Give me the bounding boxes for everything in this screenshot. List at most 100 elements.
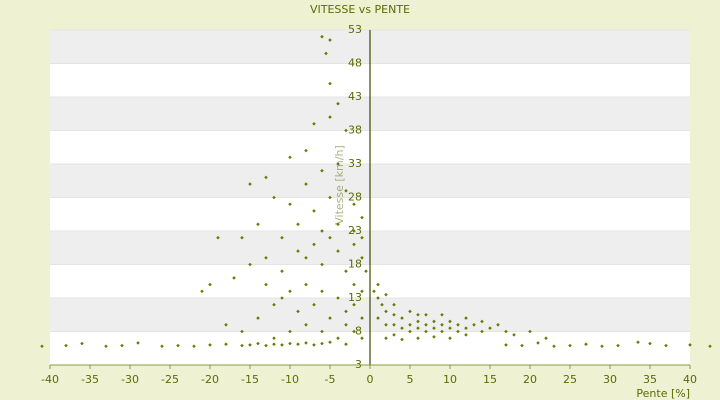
y-tick-label: 28 bbox=[348, 191, 362, 204]
point bbox=[424, 323, 428, 327]
point bbox=[416, 319, 420, 324]
point bbox=[504, 343, 508, 347]
x-tick-label: -35 bbox=[81, 373, 99, 386]
point bbox=[384, 309, 388, 314]
point bbox=[472, 323, 476, 327]
point bbox=[264, 175, 268, 180]
point bbox=[288, 202, 292, 206]
point bbox=[448, 326, 452, 330]
point bbox=[256, 316, 260, 320]
point bbox=[392, 312, 396, 317]
point bbox=[432, 335, 436, 339]
point bbox=[328, 195, 332, 200]
x-tick-label: -25 bbox=[161, 373, 179, 386]
point bbox=[456, 329, 460, 334]
x-axis-title: Pente [%] bbox=[636, 387, 690, 400]
point bbox=[136, 341, 140, 345]
x-tick-label: -30 bbox=[121, 373, 139, 386]
point bbox=[456, 323, 460, 327]
point bbox=[552, 344, 556, 349]
point bbox=[424, 312, 428, 317]
point bbox=[352, 229, 356, 233]
point bbox=[288, 341, 292, 346]
point bbox=[296, 249, 300, 253]
point bbox=[264, 282, 268, 287]
point bbox=[520, 343, 524, 348]
point bbox=[480, 329, 484, 334]
point bbox=[272, 195, 276, 200]
point bbox=[240, 343, 244, 348]
point bbox=[344, 309, 348, 314]
point bbox=[304, 323, 308, 327]
point bbox=[384, 292, 388, 297]
point bbox=[288, 289, 292, 294]
point bbox=[312, 209, 316, 213]
point bbox=[312, 122, 316, 126]
point bbox=[120, 343, 124, 348]
point bbox=[304, 148, 308, 153]
point bbox=[304, 182, 308, 186]
point bbox=[328, 235, 332, 240]
point bbox=[416, 312, 420, 317]
point bbox=[288, 329, 292, 334]
point bbox=[408, 323, 412, 327]
point bbox=[488, 326, 492, 330]
point bbox=[336, 162, 340, 166]
point bbox=[320, 329, 324, 334]
point bbox=[336, 249, 340, 253]
y-tick-label: 43 bbox=[348, 90, 362, 103]
point bbox=[256, 341, 260, 346]
point bbox=[504, 329, 508, 334]
point bbox=[372, 289, 376, 294]
x-tick-label: 5 bbox=[407, 373, 414, 386]
point bbox=[432, 326, 436, 330]
point bbox=[200, 289, 204, 294]
point bbox=[352, 329, 356, 334]
point bbox=[384, 323, 388, 327]
point bbox=[336, 101, 340, 106]
point bbox=[496, 323, 500, 327]
x-tick-label: 20 bbox=[523, 373, 537, 386]
point bbox=[448, 319, 452, 324]
x-tick-label: 25 bbox=[563, 373, 577, 386]
point bbox=[384, 336, 388, 340]
point bbox=[440, 329, 444, 334]
point bbox=[536, 341, 540, 345]
point bbox=[344, 269, 348, 273]
point bbox=[320, 262, 324, 267]
point bbox=[648, 341, 652, 346]
point bbox=[416, 326, 420, 330]
point bbox=[288, 155, 292, 160]
point bbox=[312, 343, 316, 347]
x-tick-label: -20 bbox=[201, 373, 219, 386]
point bbox=[320, 229, 324, 233]
point bbox=[272, 336, 276, 340]
point bbox=[432, 319, 436, 324]
point bbox=[352, 302, 356, 307]
point bbox=[360, 289, 364, 294]
point bbox=[208, 282, 212, 287]
point bbox=[376, 316, 380, 320]
point bbox=[480, 319, 484, 324]
point bbox=[344, 323, 348, 327]
point bbox=[376, 296, 380, 300]
point bbox=[216, 235, 220, 240]
point bbox=[344, 128, 348, 133]
point bbox=[80, 341, 84, 346]
point bbox=[280, 296, 284, 300]
point bbox=[224, 342, 228, 347]
point bbox=[664, 343, 668, 348]
point bbox=[688, 343, 692, 347]
x-tick-label: -40 bbox=[41, 373, 59, 386]
point bbox=[344, 189, 348, 193]
point bbox=[320, 289, 324, 294]
point bbox=[400, 337, 404, 342]
point bbox=[296, 222, 300, 227]
y-tick-label: 8 bbox=[355, 325, 362, 338]
point bbox=[328, 115, 332, 119]
x-tick-label: 0 bbox=[367, 373, 374, 386]
point bbox=[400, 316, 404, 320]
y-axis-title: Vitesse [km/h] bbox=[333, 145, 346, 225]
point bbox=[708, 344, 712, 349]
point bbox=[280, 343, 284, 347]
